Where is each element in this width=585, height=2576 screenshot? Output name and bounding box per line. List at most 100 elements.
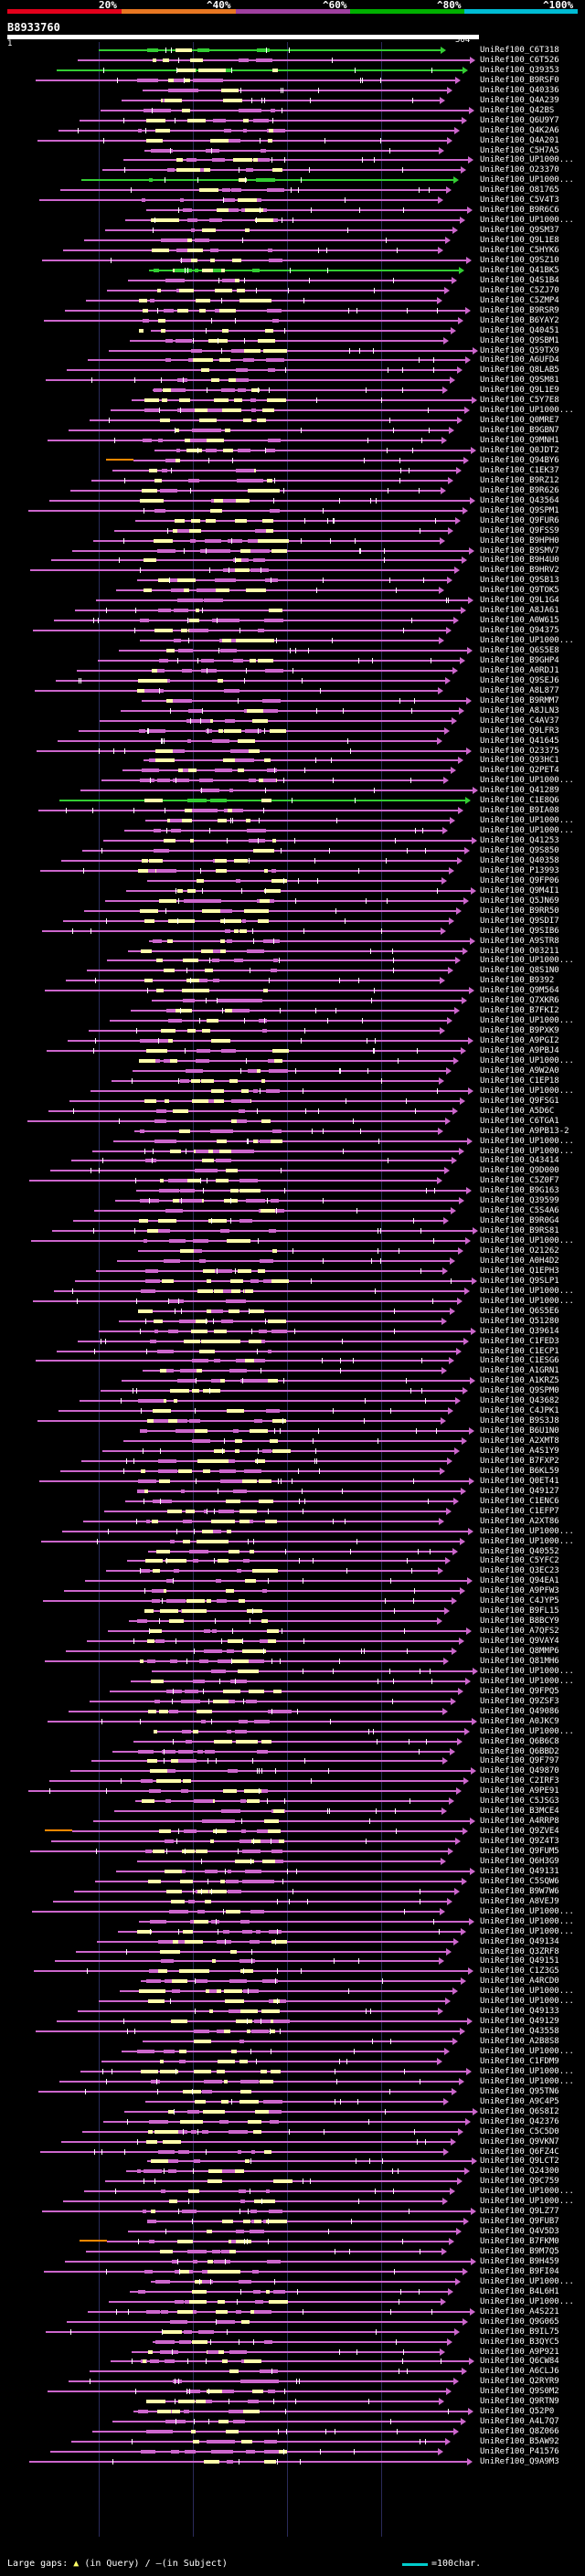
hit-link[interactable]: UniRef100_O23370	[480, 165, 559, 175]
hit-link[interactable]: UniRef100_C4AV37	[480, 716, 559, 726]
hit-link[interactable]: UniRef100_Q9M4I1	[480, 885, 559, 896]
hit-link[interactable]: UniRef100_Q9RTN9	[480, 2397, 559, 2407]
hit-link[interactable]: UniRef100_UP1000...	[480, 826, 574, 836]
hit-link[interactable]: UniRef100_B9HPH0	[480, 535, 559, 546]
hit-link[interactable]: UniRef100_B7FXP2	[480, 1456, 559, 1466]
hit-link[interactable]: UniRef100_Q3ZRF8	[480, 1946, 559, 1956]
hit-link[interactable]: UniRef100_Q4S1B4	[480, 275, 559, 285]
hit-link[interactable]: UniRef100_A0W615	[480, 616, 559, 626]
hit-link[interactable]: UniRef100_UP1000...	[480, 1236, 574, 1246]
hit-link[interactable]: UniRef100_B9RZ12	[480, 475, 559, 485]
hit-link[interactable]: UniRef100_UP1000...	[480, 1086, 574, 1096]
hit-link[interactable]: UniRef100_Q9FUR6	[480, 515, 559, 525]
hit-link[interactable]: UniRef100_A5D6C	[480, 1106, 555, 1116]
hit-link[interactable]: UniRef100_B9R626	[480, 485, 559, 495]
hit-link[interactable]: UniRef100_Q41645	[480, 736, 559, 746]
hit-link[interactable]: UniRef100_Q9L1G4	[480, 596, 559, 606]
hit-link[interactable]: UniRef100_C5V4T3	[480, 196, 559, 206]
hit-link[interactable]: UniRef100_Q9G065	[480, 2316, 559, 2327]
hit-link[interactable]: UniRef100_Q49129	[480, 2017, 559, 2027]
hit-link[interactable]: UniRef100_Q40336	[480, 85, 559, 95]
hit-link[interactable]: UniRef100_Q9M564	[480, 986, 559, 996]
hit-link[interactable]: UniRef100_Q9FP06	[480, 875, 559, 885]
hit-link[interactable]: UniRef100_UP1000...	[480, 636, 574, 646]
hit-link[interactable]: UniRef100_Q7XKR6	[480, 996, 559, 1006]
hit-link[interactable]: UniRef100_Q4V5D3	[480, 2227, 559, 2237]
hit-link[interactable]: UniRef100_O81765	[480, 186, 559, 196]
hit-link[interactable]: UniRef100_Q81MH6	[480, 1656, 559, 1666]
hit-link[interactable]: UniRef100_Q94BY6	[480, 455, 559, 465]
hit-link[interactable]: UniRef100_C5Z0F7	[480, 1176, 559, 1186]
hit-link[interactable]: UniRef100_UP1000...	[480, 1987, 574, 1997]
hit-link[interactable]: UniRef100_B4L6H1	[480, 2286, 559, 2296]
hit-link[interactable]: UniRef100_Q43414	[480, 1156, 559, 1166]
hit-link[interactable]: UniRef100_Q9SPM0	[480, 1386, 559, 1396]
hit-link[interactable]: UniRef100_Q3EC23	[480, 1566, 559, 1576]
hit-link[interactable]: UniRef100_Q1EPH3	[480, 1266, 559, 1276]
hit-link[interactable]: UniRef100_A1KRZ5	[480, 1376, 559, 1386]
hit-link[interactable]: UniRef100_Q9A9M3	[480, 2456, 559, 2466]
hit-link[interactable]: UniRef100_UP1000...	[480, 1666, 574, 1676]
hit-link[interactable]: UniRef100_A4RCD0	[480, 1977, 559, 1987]
hit-link[interactable]: UniRef100_Q93HC1	[480, 756, 559, 766]
hit-link[interactable]: UniRef100_B9SMV7	[480, 546, 559, 556]
hit-link[interactable]: UniRef100_Q9L1E9	[480, 386, 559, 396]
hit-link[interactable]: UniRef100_B9RMM7	[480, 695, 559, 705]
hit-link[interactable]: UniRef100_Q9C759	[480, 2177, 559, 2187]
hit-link[interactable]: UniRef100_A4RRP8	[480, 1817, 559, 1827]
hit-link[interactable]: UniRef100_B9R6C6	[480, 206, 559, 216]
hit-link[interactable]: UniRef100_A0RDJ1	[480, 665, 559, 675]
hit-link[interactable]: UniRef100_B6YAY2	[480, 315, 559, 325]
hit-link[interactable]: UniRef100_C6T526	[480, 55, 559, 65]
hit-link[interactable]: UniRef100_B9GHP4	[480, 655, 559, 665]
hit-link[interactable]: UniRef100_Q39599	[480, 1196, 559, 1206]
hit-link[interactable]: UniRef100_A9PBJ4	[480, 1046, 559, 1055]
hit-link[interactable]: UniRef100_UP1000...	[480, 2047, 574, 2056]
hit-link[interactable]: UniRef100_Q9ZSF3	[480, 1696, 559, 1706]
hit-link[interactable]: UniRef100_Q95TN6	[480, 2086, 559, 2096]
hit-link[interactable]: UniRef100_C5C5D0	[480, 2126, 559, 2136]
hit-link[interactable]: UniRef100_Q9LZ77	[480, 2207, 559, 2217]
hit-link[interactable]: UniRef100_Q6S5E6	[480, 1306, 559, 1316]
hit-link[interactable]: UniRef100_UP1000...	[480, 2066, 574, 2076]
hit-link[interactable]: UniRef100_Q52P0	[480, 2407, 555, 2417]
hit-link[interactable]: UniRef100_Q49151	[480, 1956, 559, 1966]
hit-link[interactable]: UniRef100_C1EP18	[480, 1076, 559, 1086]
hit-link[interactable]: UniRef100_P13993	[480, 865, 559, 875]
hit-link[interactable]: UniRef100_Q40358	[480, 855, 559, 865]
hit-link[interactable]: UniRef100_UP1000...	[480, 1296, 574, 1306]
hit-link[interactable]: UniRef100_Q9FSS9	[480, 525, 559, 535]
hit-link[interactable]: UniRef100_B8BCY9	[480, 1617, 559, 1627]
hit-link[interactable]: UniRef100_B9G163	[480, 1186, 559, 1196]
hit-link[interactable]: UniRef100_Q51280	[480, 1316, 559, 1326]
hit-link[interactable]: UniRef100_UP1000...	[480, 1906, 574, 1916]
hit-link[interactable]: UniRef100_A4L7Q7	[480, 2417, 559, 2427]
hit-link[interactable]: UniRef100_C1ENC6	[480, 1496, 559, 1506]
hit-link[interactable]: UniRef100_UP1000...	[480, 1726, 574, 1736]
hit-link[interactable]: UniRef100_Q41289	[480, 786, 559, 796]
hit-link[interactable]: UniRef100_A9PB13-2	[480, 1126, 569, 1136]
hit-link[interactable]: UniRef100_Q9LCT2	[480, 2157, 559, 2167]
hit-link[interactable]: UniRef100_Q0ET41	[480, 1476, 559, 1486]
hit-link[interactable]: UniRef100_Q9FUB7	[480, 2217, 559, 2227]
hit-link[interactable]: UniRef100_UP1000...	[480, 1536, 574, 1546]
hit-link[interactable]: UniRef100_UP1000...	[480, 1926, 574, 1936]
hit-link[interactable]: UniRef100_Q40552	[480, 1546, 559, 1556]
hit-link[interactable]: UniRef100_C1ESG6	[480, 1356, 559, 1366]
hit-link[interactable]: UniRef100_B9R0G4	[480, 1216, 559, 1226]
hit-link[interactable]: UniRef100_A6CLJ6	[480, 2367, 559, 2377]
hit-link[interactable]: UniRef100_UP1000...	[480, 1016, 574, 1026]
hit-link[interactable]: UniRef100_B9FI04	[480, 2266, 559, 2276]
hit-link[interactable]: UniRef100_B3QYC5	[480, 2337, 559, 2347]
hit-link[interactable]: UniRef100_Q43682	[480, 1396, 559, 1406]
hit-link[interactable]: UniRef100_Q6H3G9	[480, 1856, 559, 1866]
hit-link[interactable]: UniRef100_C5YFC2	[480, 1556, 559, 1566]
hit-link[interactable]: UniRef100_A9PE91	[480, 1786, 559, 1797]
hit-link[interactable]: UniRef100_Q9FUM5	[480, 1847, 559, 1856]
hit-link[interactable]: UniRef100_Q41253	[480, 836, 559, 846]
hit-link[interactable]: UniRef100_B6U1N0	[480, 1426, 559, 1436]
hit-link[interactable]: UniRef100_Q6U9Y7	[480, 115, 559, 125]
hit-link[interactable]: UniRef100_A7QFS2	[480, 1627, 559, 1637]
hit-link[interactable]: UniRef100_B9FL15	[480, 1606, 559, 1617]
hit-link[interactable]: UniRef100_Q40451	[480, 325, 559, 335]
